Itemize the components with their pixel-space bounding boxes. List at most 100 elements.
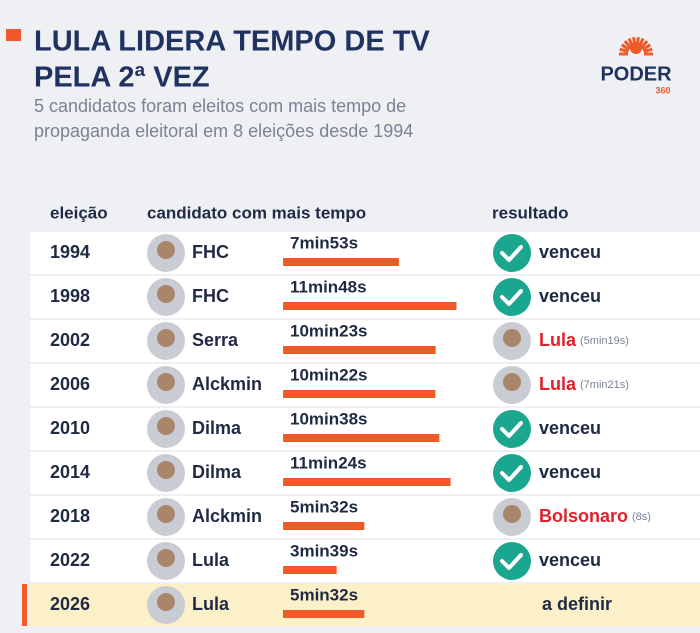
- time-label: 10min22s: [290, 365, 368, 384]
- row: [30, 452, 700, 494]
- candidate: Lula: [192, 594, 230, 614]
- result: venceu: [539, 286, 601, 306]
- time-bar: [283, 522, 365, 530]
- check-mark: [500, 289, 523, 306]
- candidate-photo-face: [157, 549, 175, 567]
- check-mark: [500, 245, 523, 262]
- time-label: 11min48s: [290, 277, 367, 296]
- row: [30, 232, 700, 274]
- row: [30, 496, 700, 538]
- table-body: 1994 FHC 7min53s venceu 1998 FHC 11min48s vence…: [22, 232, 700, 626]
- title-line: PELA 2ª VEZ: [34, 62, 210, 94]
- year: 2018: [50, 506, 90, 526]
- check-icon: [493, 542, 531, 580]
- year: 2014: [50, 462, 90, 482]
- candidate-photo-face: [157, 329, 175, 347]
- candidate-photo-face: [157, 241, 175, 259]
- year: 2026: [50, 594, 90, 614]
- time-bar: [283, 302, 457, 310]
- winner: Lula (7min21s): [539, 374, 629, 394]
- logo-ray: [640, 40, 649, 49]
- logo-ray: [623, 40, 632, 49]
- time-bar: [283, 610, 365, 618]
- candidate: Dilma: [192, 418, 242, 438]
- time-bar: [283, 258, 399, 266]
- highlight-marker: [22, 584, 27, 626]
- logo-ray: [641, 43, 652, 51]
- candidate: FHC: [192, 242, 229, 262]
- year: 2006: [50, 374, 90, 394]
- candidate: Serra: [192, 330, 239, 350]
- winner: Lula (5min19s): [539, 330, 629, 350]
- winner-name: Lula: [539, 374, 577, 394]
- title-line: LULA LIDERA TEMPO DE TV: [34, 26, 430, 58]
- result: a definir: [542, 594, 612, 614]
- time-label: 5min32s: [290, 497, 358, 516]
- result: venceu: [539, 550, 601, 570]
- candidate-photo-face: [157, 461, 175, 479]
- candidate-photo-face: [157, 373, 175, 391]
- subtitle-line: 5 candidatos foram eleitos com mais temp…: [34, 96, 406, 116]
- result: venceu: [539, 242, 601, 262]
- column-header: resultado: [492, 203, 569, 222]
- year: 1998: [50, 286, 90, 306]
- candidate-photo-face: [157, 505, 175, 523]
- check-icon: [493, 410, 531, 448]
- winner-photo-face: [503, 373, 521, 391]
- time-bar: [283, 346, 436, 354]
- row: [30, 364, 700, 406]
- check-mark: [500, 421, 523, 438]
- time-bar: [283, 434, 440, 442]
- winner-time: (7min21s): [580, 379, 629, 391]
- candidate-photo-face: [157, 417, 175, 435]
- winner-name: Lula: [539, 330, 577, 350]
- logo-name: PODER: [600, 63, 672, 85]
- check-icon: [493, 454, 531, 492]
- time-label: 5min32s: [290, 585, 358, 604]
- check-mark: [500, 465, 523, 482]
- year: 2002: [50, 330, 90, 350]
- logo-number: 360: [655, 85, 670, 95]
- time-bar: [283, 390, 436, 398]
- candidate-photo-face: [157, 593, 175, 611]
- time-label: 10min38s: [290, 409, 368, 428]
- result: venceu: [539, 462, 601, 482]
- logo: PODER 360: [600, 36, 672, 95]
- year: 2010: [50, 418, 90, 438]
- year: 2022: [50, 550, 90, 570]
- column-header: candidato com mais tempo: [147, 203, 366, 222]
- logo-sun: [619, 36, 653, 56]
- column-header: eleição: [50, 203, 108, 222]
- logo-ray: [620, 43, 631, 51]
- time-label: 10min23s: [290, 321, 368, 340]
- check-icon: [493, 278, 531, 316]
- time-bar: [283, 478, 451, 486]
- candidate: Alckmin: [192, 374, 262, 394]
- row: [30, 408, 700, 450]
- winner: Bolsonaro (8s): [539, 506, 651, 526]
- candidate-photo-face: [157, 285, 175, 303]
- candidate: Alckmin: [192, 506, 262, 526]
- logo-core: [630, 42, 642, 54]
- row: [30, 276, 700, 318]
- subtitle-line: propaganda eleitoral em 8 eleições desde…: [34, 121, 413, 141]
- winner-name: Bolsonaro: [539, 506, 628, 526]
- winner-time: (8s): [632, 511, 651, 523]
- check-icon: [493, 234, 531, 272]
- candidate: Lula: [192, 550, 230, 570]
- candidate: FHC: [192, 286, 229, 306]
- result: venceu: [539, 418, 601, 438]
- row: [30, 540, 700, 582]
- candidate: Dilma: [192, 462, 242, 482]
- logo-ray: [619, 47, 629, 54]
- time-bar: [283, 566, 337, 574]
- row: [30, 320, 700, 362]
- year: 1994: [50, 242, 90, 262]
- logo-ray: [643, 47, 653, 54]
- winner-photo-face: [503, 505, 521, 523]
- time-label: 7min53s: [290, 233, 358, 252]
- highlight-row: [30, 584, 700, 626]
- check-mark: [500, 553, 523, 570]
- time-label: 3min39s: [290, 541, 358, 560]
